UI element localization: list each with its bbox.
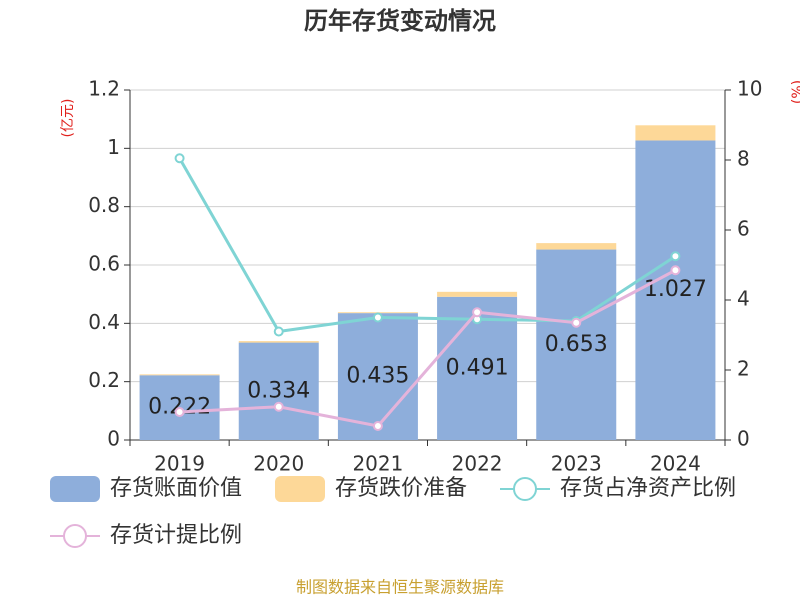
line-marker: [273, 401, 284, 412]
y-tick-label: 0: [107, 427, 120, 451]
line-marker: [472, 307, 483, 318]
bar: [139, 374, 220, 376]
x-tick-label: 2024: [650, 452, 701, 476]
legend-swatch: [63, 524, 87, 548]
y2-tick-label: 8: [737, 147, 750, 171]
line: [178, 157, 677, 334]
y-tick-label: 0.2: [88, 368, 120, 392]
value-label: 0.334: [247, 378, 310, 403]
x-tick-label: 2020: [253, 452, 304, 476]
line-marker: [174, 407, 185, 417]
line: [179, 268, 677, 428]
y2-tick-label: 10: [737, 77, 762, 101]
y-axis-label: (亿元): [60, 99, 76, 138]
line-marker: [571, 317, 582, 328]
bar: [536, 243, 617, 250]
bar: [536, 249, 617, 440]
y-tick-label: 0.8: [88, 193, 120, 217]
line-marker: [670, 251, 681, 262]
y-tick-label: 0.6: [88, 252, 120, 276]
bar: [238, 341, 319, 343]
chart-title: 历年存货变动情况: [304, 7, 496, 35]
line-marker: [174, 153, 185, 164]
x-tick-label: 2019: [154, 452, 205, 476]
legend-label: 存货计提比例: [110, 523, 242, 548]
bar: [337, 313, 418, 440]
y-tick-label: 1.2: [88, 77, 120, 101]
bar: [635, 125, 716, 141]
y-tick-label: 1: [107, 135, 120, 159]
legend-swatch: [513, 477, 537, 501]
bar: [437, 291, 518, 297]
y2-tick-label: 0: [737, 427, 750, 451]
line-marker: [273, 326, 284, 337]
y-tick-label: 0.4: [88, 310, 120, 334]
y2-tick-label: 4: [737, 287, 750, 311]
y2-axis-label: (%): [790, 80, 800, 104]
line-marker: [372, 421, 383, 431]
bar: [238, 342, 319, 440]
x-tick-label: 2022: [452, 452, 503, 476]
legend-label: 存货跌价准备: [335, 476, 467, 501]
value-label: 0.491: [446, 355, 509, 380]
source-note: 制图数据来自恒生聚源数据库: [296, 578, 504, 597]
y2-tick-label: 2: [737, 357, 750, 381]
legend-label: 存货账面价值: [110, 476, 242, 501]
legend-label: 存货占净资产比例: [560, 476, 736, 501]
x-tick-label: 2023: [551, 452, 602, 476]
x-tick-label: 2021: [352, 452, 403, 476]
legend-swatch: [275, 476, 325, 502]
line-marker: [372, 312, 383, 323]
legend-swatch: [50, 476, 100, 502]
y2-tick-label: 6: [737, 217, 750, 241]
bar: [635, 140, 716, 441]
value-label: 0.435: [346, 364, 409, 389]
value-label: 0.653: [545, 332, 608, 357]
line-marker: [670, 265, 681, 276]
